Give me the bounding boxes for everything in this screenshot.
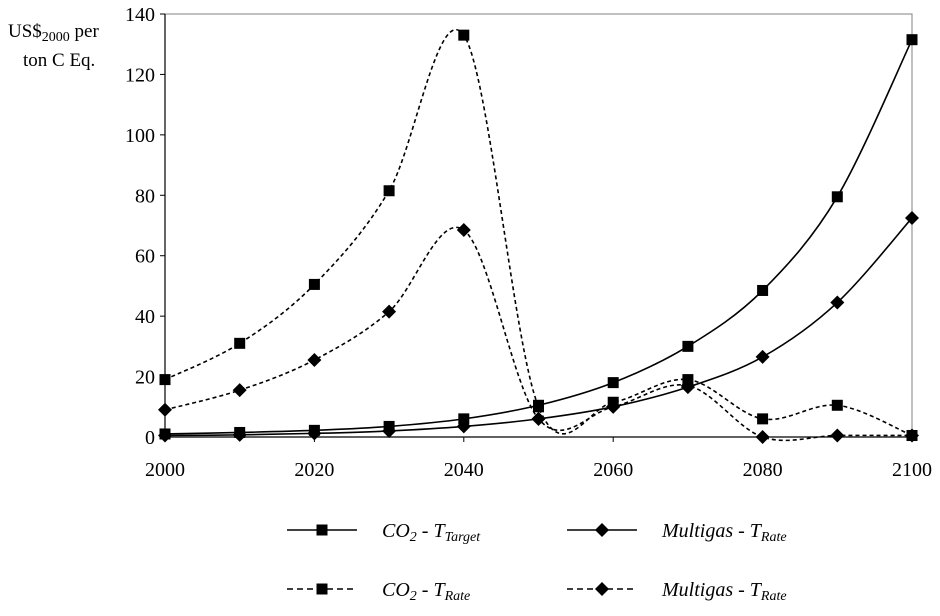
series-line <box>164 28 913 437</box>
data-point <box>458 29 470 41</box>
legend-marker <box>316 524 328 536</box>
y-tick-label: 20 <box>135 367 155 389</box>
data-point <box>830 295 845 310</box>
y-axis-label-line2: ton C Eq. <box>23 50 95 71</box>
y-tick-label: 120 <box>125 64 155 86</box>
data-point <box>831 399 843 411</box>
legend-marker <box>595 523 609 537</box>
legend-label: Multigas - TRate <box>661 579 787 604</box>
data-point <box>830 428 845 443</box>
data-point <box>905 428 919 443</box>
legend-marker <box>316 583 328 595</box>
series-layer <box>158 28 919 444</box>
data-point <box>232 383 247 398</box>
data-point <box>159 374 171 386</box>
data-point <box>382 423 397 438</box>
data-point <box>905 210 919 225</box>
y-tick-label: 40 <box>135 306 155 328</box>
data-point <box>906 34 918 46</box>
x-tick-label: 2100 <box>892 459 932 481</box>
data-point <box>755 349 770 364</box>
data-point <box>308 278 320 290</box>
plot-area-border <box>164 13 913 438</box>
legend-marker <box>595 582 609 596</box>
data-point <box>382 304 397 319</box>
y-tick-label: 140 <box>125 4 155 26</box>
data-point <box>383 185 395 197</box>
data-point <box>158 402 172 417</box>
data-point <box>533 401 544 413</box>
series-1 <box>159 28 918 441</box>
legend-label: CO2 - TTarget <box>382 520 481 545</box>
x-tick-label: 2080 <box>743 459 783 481</box>
data-point <box>458 413 470 425</box>
legend-item: CO2 - TRate <box>287 579 470 604</box>
data-point <box>757 413 769 425</box>
data-point <box>606 399 621 414</box>
data-point <box>607 377 619 389</box>
series-line <box>164 39 913 435</box>
y-axis-label-line1: US$2000 per <box>8 21 99 45</box>
data-point <box>307 352 322 367</box>
data-point <box>531 411 546 426</box>
legend: CO2 - TTarget CO2 - TRate Multigas - TRate… <box>287 520 787 604</box>
legend-label: CO2 - TRate <box>382 579 470 604</box>
x-tick-label: 2060 <box>593 459 633 481</box>
data-point <box>456 223 471 238</box>
y-axis-label: US$2000 per ton C Eq. <box>8 21 99 71</box>
y-tick-label: 80 <box>135 185 155 207</box>
legend-item: Multigas - TRate <box>567 520 787 545</box>
data-point <box>680 378 695 393</box>
legend-item: CO2 - TTarget <box>287 520 481 545</box>
legend-item: Multigas - TRate <box>567 579 787 604</box>
x-tick-label: 2020 <box>294 459 334 481</box>
data-point <box>456 419 471 434</box>
data-point <box>831 191 843 203</box>
y-tick-label: 100 <box>125 125 155 147</box>
data-point <box>755 430 770 444</box>
data-point <box>232 427 247 442</box>
data-point <box>158 428 172 443</box>
x-tick-label: 2040 <box>444 459 484 481</box>
data-point <box>682 340 694 352</box>
data-point <box>757 284 769 296</box>
y-tick-label: 0 <box>145 427 155 449</box>
series-3 <box>158 223 919 444</box>
data-point <box>307 426 322 441</box>
y-tick-label: 60 <box>135 246 155 268</box>
legend-label: Multigas - TRate <box>661 520 787 545</box>
x-tick-label: 2000 <box>145 459 185 481</box>
data-point <box>234 337 246 349</box>
